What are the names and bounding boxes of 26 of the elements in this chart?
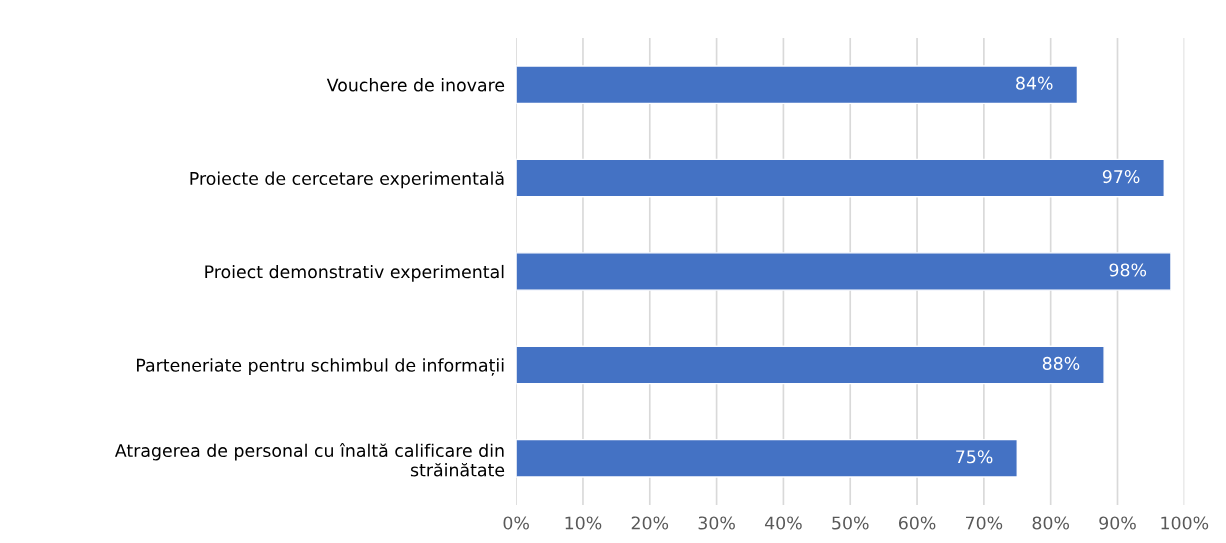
x-tick-label: 70% [966, 516, 1003, 530]
x-tick-label: 80% [1032, 516, 1070, 530]
x-tick-label: 100% [1161, 516, 1209, 530]
x-tick-label: 30% [698, 516, 735, 530]
x-tick-label: 50% [832, 516, 869, 530]
y-tick-label: Proiect demonstrativ experimental [205, 264, 504, 282]
x-tick-label: 40% [764, 516, 802, 530]
data-label: 75% [956, 450, 993, 464]
data-label: 88% [1042, 356, 1080, 370]
x-tick-label: 10% [565, 516, 602, 530]
data-label: 84% [1016, 76, 1053, 90]
bar [516, 158, 1165, 198]
bar [516, 252, 1172, 291]
data-label: 98% [1109, 263, 1147, 277]
x-tick-label: 90% [1099, 516, 1136, 530]
bar [516, 438, 1018, 478]
bar [516, 65, 1079, 105]
y-tick-label: Vouchere de inovare [326, 78, 505, 92]
x-tick-label: 60% [898, 516, 936, 530]
y-tick-label: Parteneriate pentru schimbul de informații [137, 358, 504, 376]
x-tick-label: 0% [503, 516, 529, 530]
y-tick-label: Proiecte de cercetare experimentală [190, 171, 504, 189]
data-label: 97% [1102, 170, 1140, 184]
y-tick-label: Atragerea de personal cu înaltă calificare din străinătate [114, 442, 505, 477]
bar [516, 345, 1105, 385]
x-tick-label: 20% [631, 516, 669, 530]
